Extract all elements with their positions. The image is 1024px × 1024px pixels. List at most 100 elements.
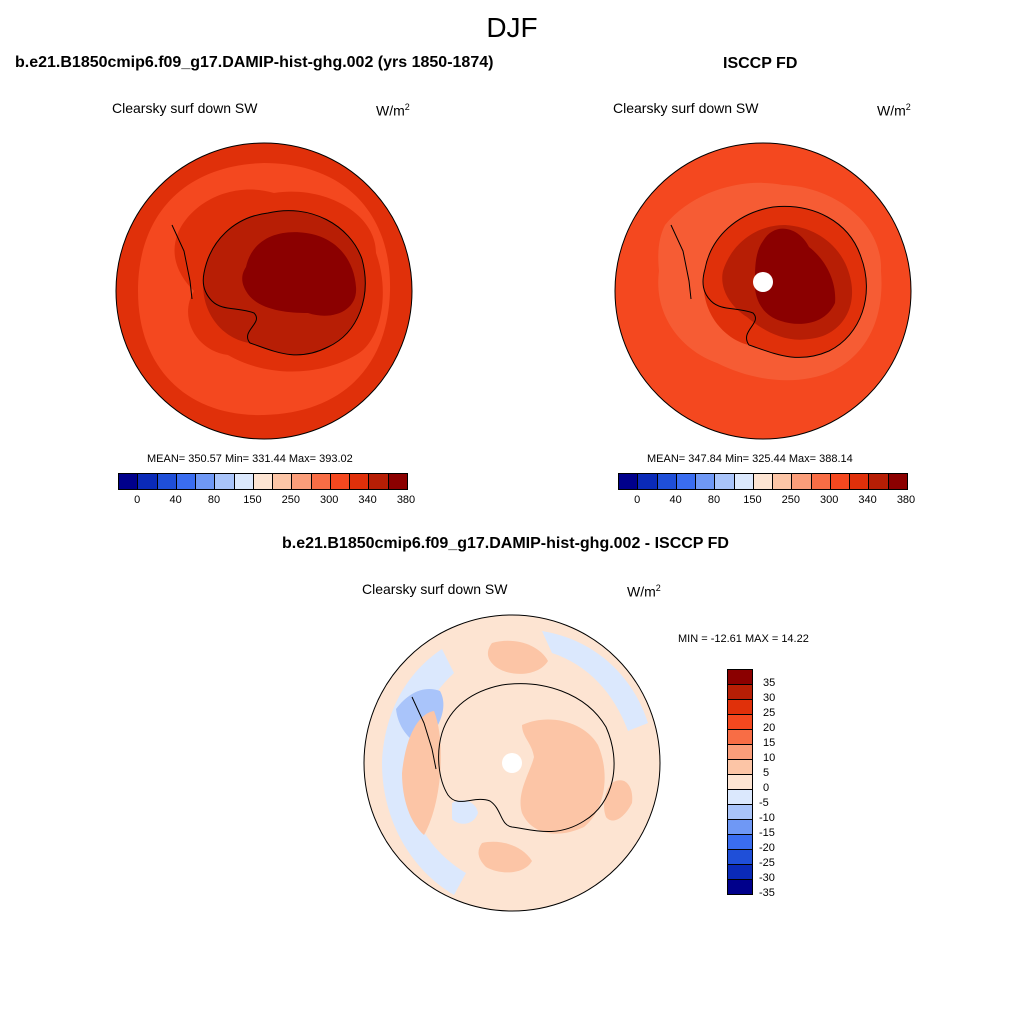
colorbar-swatch	[676, 474, 697, 489]
colorbar-tick-label: 380	[896, 494, 916, 506]
panel-2-colorbar-ticks: 0 40 80 150 250 300 340 380	[618, 494, 915, 508]
missing-data-pole	[753, 272, 773, 292]
colorbar-tick-label: -10	[759, 812, 775, 824]
colorbar-swatch	[728, 730, 752, 745]
colorbar-swatch	[888, 474, 907, 489]
colorbar-swatch	[811, 474, 831, 489]
cool-anomaly-north-ocean	[542, 631, 648, 731]
map-boundary	[115, 142, 413, 440]
colorbar-tick-label: 80	[207, 494, 221, 506]
colorbar-swatch	[728, 835, 752, 850]
colorbar-swatch	[138, 474, 158, 489]
panel-3-units: W/m2	[627, 583, 661, 600]
colorbar-tick-label: 30	[763, 692, 776, 704]
colorbar-swatch	[728, 685, 752, 700]
colorbar-tick-label: 380	[396, 494, 416, 506]
antarctica-coastline	[171, 210, 366, 356]
colorbar-tick-label: -5	[759, 797, 769, 809]
colorbar-tick-label: 5	[763, 767, 770, 779]
panel-1-stats: MEAN= 350.57 Min= 331.44 Max= 393.02	[147, 453, 353, 465]
colorbar-swatch	[215, 474, 235, 489]
panel-1-south-polar-map	[115, 142, 413, 440]
panel-2-title: ISCCP FD	[723, 55, 798, 72]
panel-2-variable-label: Clearsky surf down SW	[613, 100, 759, 116]
colorbar-swatch	[619, 474, 639, 489]
missing-data-pole	[502, 753, 522, 773]
colorbar-swatch	[869, 474, 889, 489]
colorbar-swatch	[792, 474, 812, 489]
colorbar-swatch	[728, 670, 752, 685]
colorbar-swatch	[638, 474, 658, 489]
high-plateau	[754, 228, 836, 324]
high-plateau	[242, 232, 357, 316]
colorbar-swatch	[728, 805, 752, 820]
main-title: DJF	[486, 12, 538, 43]
colorbar-tick-label: 300	[820, 494, 839, 506]
colorbar-swatch	[715, 474, 735, 489]
colorbar-tick-label: -25	[759, 857, 775, 869]
colorbar-tick-label: 0	[763, 782, 770, 794]
colorbar-tick-label: -15	[759, 827, 775, 839]
colorbar-swatch	[311, 474, 331, 489]
panel-3-stats: MIN = -12.61 MAX = 14.22	[678, 633, 809, 645]
panel-2-units: W/m2	[877, 102, 911, 119]
colorbar-swatch	[234, 474, 254, 489]
panel-2-stats: MEAN= 347.84 Min= 325.44 Max= 388.14	[647, 453, 853, 465]
panel-3-difference-map	[363, 614, 661, 912]
colorbar-swatch	[850, 474, 870, 489]
colorbar-tick-label: -20	[759, 842, 775, 854]
colorbar-swatch	[734, 474, 754, 489]
colorbar-swatch	[728, 865, 752, 880]
colorbar-tick-label: 40	[169, 494, 182, 506]
colorbar-swatch	[369, 474, 389, 489]
antarctica-coastline	[411, 683, 615, 833]
panel-1-colorbar-ticks: 0 40 80 150 250 300 340 380	[118, 494, 415, 508]
map-boundary	[363, 614, 661, 912]
colorbar-swatch	[350, 474, 370, 489]
colorbar-tick-label: 80	[707, 494, 721, 506]
cool-anomaly-ross	[452, 800, 478, 824]
panel-1-colorbar	[118, 473, 408, 490]
warm-anomaly-south	[478, 841, 532, 873]
colorbar-tick-label: 10	[763, 752, 776, 764]
panel-2-colorbar	[618, 473, 908, 490]
colorbar-tick-label: 0	[634, 494, 641, 506]
colorbar-swatch	[176, 474, 197, 489]
warm-anomaly-west	[402, 711, 441, 835]
panel-1-units: W/m2	[376, 102, 410, 119]
panel-1-variable-label: Clearsky surf down SW	[112, 100, 258, 116]
colorbar-tick-label: 150	[743, 494, 762, 506]
colorbar-swatch	[273, 474, 293, 489]
colorbar-swatch	[728, 880, 752, 894]
panel-3-title: b.e21.B1850cmip6.f09_g17.DAMIP-hist-ghg.…	[282, 535, 729, 552]
colorbar-swatch	[728, 700, 752, 715]
colorbar-swatch	[657, 474, 677, 489]
colorbar-tick-label: 15	[763, 737, 776, 749]
colorbar-tick-label: 340	[858, 494, 877, 506]
colorbar-swatch	[830, 474, 851, 489]
colorbar-swatch	[728, 850, 752, 865]
colorbar-swatch	[157, 474, 177, 489]
colorbar-swatch	[728, 775, 752, 790]
colorbar-swatch	[728, 790, 752, 805]
warm-anomaly-east-ocean	[604, 780, 633, 821]
colorbar-tick-label: 300	[320, 494, 339, 506]
colorbar-swatch	[773, 474, 793, 489]
panel-3-variable-label: Clearsky surf down SW	[362, 581, 508, 597]
panel-2-south-polar-map	[614, 142, 912, 440]
colorbar-swatch	[330, 474, 351, 489]
colorbar-tick-label: 20	[763, 722, 776, 734]
colorbar-tick-label: 340	[358, 494, 377, 506]
panel-1-title: b.e21.B1850cmip6.f09_g17.DAMIP-hist-ghg.…	[15, 54, 494, 71]
panel-3-colorbar-ticks: 35 30 25 20 15 10 5 0 -5 -10 -15 -20 -25 -30 -35	[759, 669, 799, 909]
colorbar-tick-label: 25	[763, 707, 776, 719]
colorbar-tick-label: 35	[763, 677, 776, 689]
colorbar-swatch	[388, 474, 407, 489]
colorbar-tick-label: -35	[759, 887, 775, 899]
panel-3-colorbar	[727, 669, 753, 895]
colorbar-swatch	[753, 474, 774, 489]
colorbar-swatch	[253, 474, 274, 489]
colorbar-tick-label: 150	[243, 494, 262, 506]
colorbar-swatch	[728, 820, 752, 835]
warm-anomaly-north	[487, 640, 548, 674]
